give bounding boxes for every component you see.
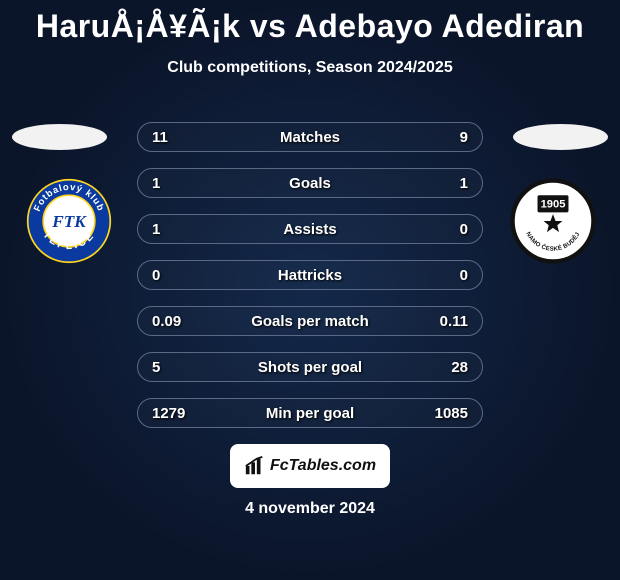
chart-icon — [244, 455, 266, 477]
subtitle: Club competitions, Season 2024/2025 — [0, 59, 620, 77]
stat-row: 1 Goals 1 — [137, 168, 483, 198]
badge-right-inner-text: 1905 — [541, 199, 566, 211]
generated-date: 4 november 2024 — [0, 500, 620, 518]
teplice-badge-icon: Fotbalový klub TEPLICE FTK — [26, 178, 112, 264]
brand-pill[interactable]: FcTables.com — [230, 444, 390, 488]
dynamo-badge-icon: 1905 SK DYNAMO ČESKÉ BUDĚJOVICE — [510, 178, 596, 264]
stat-row: 1 Assists 0 — [137, 214, 483, 244]
stat-label: Assists — [138, 221, 482, 238]
stat-row: 1279 Min per goal 1085 — [137, 398, 483, 428]
player-flag-left — [12, 124, 107, 150]
stat-row: 11 Matches 9 — [137, 122, 483, 152]
page-title: HaruÅ¡Å¥Ã¡k vs Adebayo Adediran — [0, 0, 620, 45]
stat-row: 0 Hattricks 0 — [137, 260, 483, 290]
club-badge-left: Fotbalový klub TEPLICE FTK — [26, 178, 112, 264]
stat-label: Min per goal — [138, 405, 482, 422]
brand-text: FcTables.com — [270, 457, 376, 475]
stat-label: Shots per goal — [138, 359, 482, 376]
club-badge-right: 1905 SK DYNAMO ČESKÉ BUDĚJOVICE — [510, 178, 596, 264]
stat-label: Matches — [138, 129, 482, 146]
stat-label: Goals — [138, 175, 482, 192]
badge-left-mono: FTK — [51, 212, 87, 231]
stat-label: Hattricks — [138, 267, 482, 284]
stat-row: 5 Shots per goal 28 — [137, 352, 483, 382]
stat-label: Goals per match — [138, 313, 482, 330]
stats-table: 11 Matches 9 1 Goals 1 1 Assists 0 0 Hat… — [137, 122, 483, 444]
stat-row: 0.09 Goals per match 0.11 — [137, 306, 483, 336]
player-flag-right — [513, 124, 608, 150]
